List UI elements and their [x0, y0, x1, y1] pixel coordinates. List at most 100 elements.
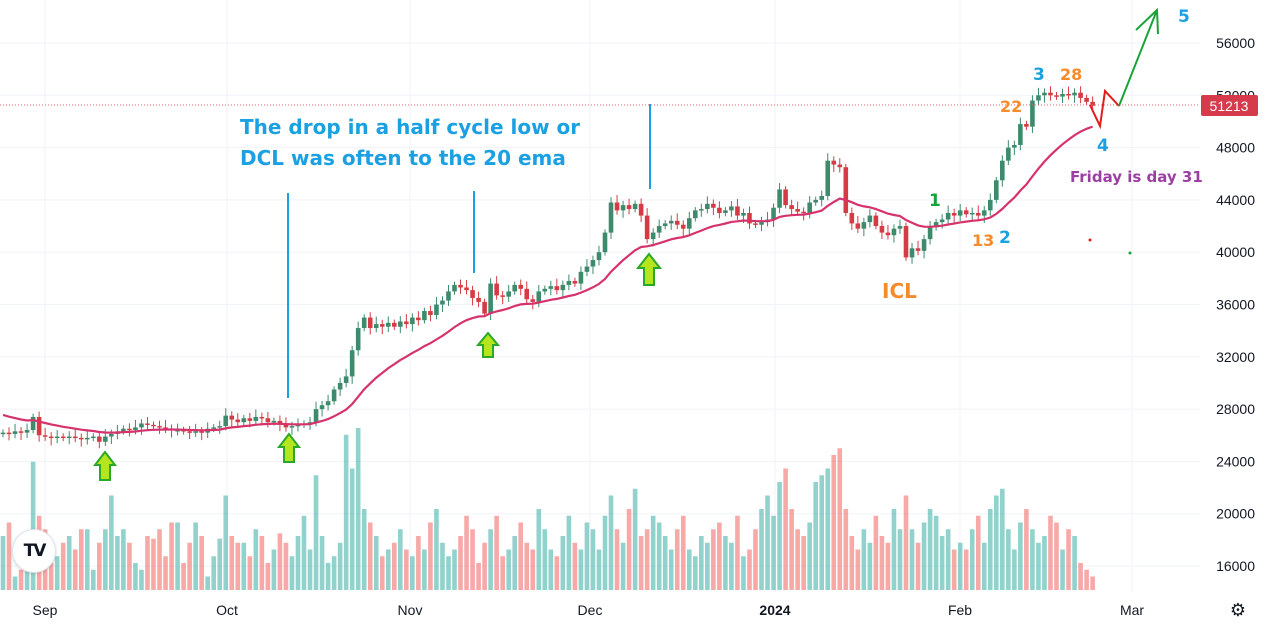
- volume-bar: [0, 536, 6, 590]
- candle-body: [626, 205, 632, 210]
- price-tick-label: 36000: [1216, 297, 1255, 313]
- candle-body: [620, 205, 626, 211]
- volume-bar: [542, 529, 548, 590]
- volume-bar: [662, 536, 668, 590]
- cycle-marker-lines: [287, 104, 651, 398]
- candle-body: [476, 297, 481, 302]
- candle-body: [313, 409, 319, 423]
- volume-bar: [410, 556, 415, 590]
- candle-body: [921, 239, 927, 251]
- volume-bar: [464, 515, 469, 590]
- candle-body: [933, 222, 939, 228]
- tradingview-logo[interactable]: TV: [12, 529, 56, 573]
- volume-bar: [446, 556, 451, 590]
- volume-bar: [602, 515, 608, 590]
- candle-body: [747, 212, 752, 224]
- settings-gear-icon[interactable]: ⚙: [1229, 600, 1247, 620]
- volume-bar: [614, 529, 620, 590]
- candle-body: [217, 426, 223, 428]
- price-tick-label: 28000: [1216, 401, 1255, 417]
- volume-bar: [72, 549, 78, 590]
- candle-body: [578, 271, 584, 284]
- time-axis[interactable]: Sep Oct Nov Dec 2024 Feb Mar: [33, 602, 1145, 618]
- candle-body: [452, 284, 457, 292]
- volume-bar: [458, 536, 463, 590]
- volume-bar: [103, 529, 108, 590]
- volume-bar: [771, 515, 776, 590]
- volume-bar: [849, 536, 855, 590]
- volume-bar: [765, 495, 770, 590]
- candle-body: [843, 167, 849, 213]
- volume-bar: [422, 549, 427, 590]
- candle-body: [48, 436, 54, 439]
- candle-body: [717, 207, 722, 213]
- candle-body: [813, 199, 818, 203]
- candle-body: [548, 286, 554, 289]
- candle-body: [632, 203, 638, 210]
- candle-body: [36, 416, 42, 436]
- candle-body: [873, 215, 879, 227]
- volume-bar: [1018, 522, 1023, 590]
- volume-bar: [963, 549, 969, 590]
- volume-bar: [831, 455, 837, 590]
- candle-body: [133, 427, 138, 431]
- candle-body: [84, 437, 90, 440]
- day-22-label: 22: [1000, 97, 1022, 116]
- annotation-headline-1: The drop in a half cycle low or: [240, 115, 580, 139]
- candle-body: [686, 218, 692, 229]
- volume-bar: [253, 529, 259, 590]
- volume-bar: [885, 542, 891, 590]
- volume-bar: [428, 522, 433, 590]
- volume-bar: [951, 549, 957, 590]
- volume-bar: [289, 556, 295, 590]
- candle-body: [103, 436, 108, 442]
- candle-body: [518, 284, 524, 289]
- candle-body: [253, 416, 259, 421]
- candle-body: [807, 202, 812, 213]
- volume-bar: [355, 428, 361, 590]
- wave-4-label: 4: [1097, 136, 1109, 156]
- wave-5-label: 5: [1178, 7, 1190, 27]
- price-axis[interactable]: 16000 20000 24000 28000 32000 36000 40000 44000…: [1216, 35, 1255, 574]
- volume-bar: [1000, 488, 1005, 590]
- volume-bar: [686, 549, 692, 590]
- volume-bar: [1006, 529, 1011, 590]
- candle-body: [656, 226, 662, 233]
- volume-bar: [584, 522, 590, 590]
- volume-bar: [223, 495, 229, 590]
- candle-body: [410, 317, 415, 325]
- annotation-headline-2: DCL was often to the 20 ema: [240, 146, 566, 170]
- volume-bar: [66, 536, 72, 590]
- volume-bar: [343, 434, 349, 590]
- candle-body: [602, 232, 608, 253]
- last-price-label: 51213: [1201, 95, 1258, 116]
- candle-body: [1006, 147, 1011, 161]
- candle-body: [753, 223, 758, 225]
- candle-body: [18, 431, 24, 433]
- candle-body: [855, 223, 861, 229]
- candle-body: [91, 436, 96, 439]
- wave-1-label: 1: [929, 191, 941, 211]
- candle-body: [789, 205, 794, 210]
- volume-bar: [121, 529, 126, 590]
- volume-bar: [578, 549, 584, 590]
- volume-bar: [945, 529, 951, 590]
- wave-3-label: 3: [1033, 65, 1045, 85]
- candle-body: [157, 426, 162, 428]
- volume-bar: [711, 529, 716, 590]
- volume-bar: [211, 556, 216, 590]
- candle-body: [1024, 124, 1029, 127]
- volume-bar: [319, 536, 325, 590]
- volume-bar: [723, 536, 728, 590]
- volume-bar: [1054, 522, 1059, 590]
- volume-bar: [705, 542, 710, 590]
- candle-body: [349, 350, 355, 377]
- volume-bar: [398, 529, 403, 590]
- volume-bar: [626, 509, 632, 590]
- candle-body: [271, 420, 277, 423]
- volume-bar: [379, 556, 385, 590]
- volume-bar: [1036, 542, 1041, 590]
- candle-body: [458, 284, 463, 288]
- volume-bar: [759, 509, 764, 590]
